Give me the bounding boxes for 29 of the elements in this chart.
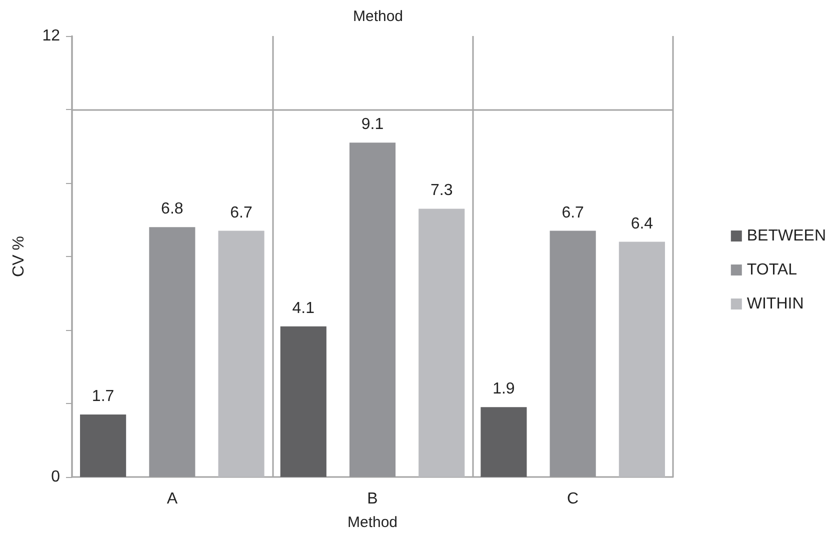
- legend-label: TOTAL: [746, 262, 798, 278]
- bar: [618, 242, 665, 477]
- bar: [349, 142, 396, 477]
- y-axis-title: CV %: [10, 236, 28, 277]
- legend-label: WITHIN: [746, 296, 804, 312]
- x-tick-label: C: [567, 490, 579, 508]
- bar: [418, 208, 465, 477]
- chart-title: Method: [352, 8, 404, 25]
- x-tick-label: A: [166, 490, 178, 508]
- y-tick-label: 0: [51, 468, 60, 486]
- bar: [149, 227, 196, 477]
- x-tick-label: B: [367, 490, 378, 508]
- bar: [218, 230, 264, 477]
- data-label: 7.3: [430, 182, 453, 200]
- data-label: 1.9: [492, 380, 515, 398]
- data-label: 6.7: [230, 204, 252, 222]
- bar: [280, 326, 326, 477]
- data-label: 6.7: [562, 204, 584, 222]
- bar: [550, 230, 596, 477]
- y-tick-label: 12: [42, 28, 60, 44]
- data-label: 6.4: [630, 215, 654, 232]
- legend-label: BETWEEN: [746, 228, 826, 244]
- data-label: 6.8: [161, 200, 184, 218]
- data-label: 9.1: [361, 116, 384, 134]
- data-label: 1.7: [92, 388, 114, 406]
- x-axis-title: Method: [347, 514, 398, 531]
- bar: [480, 407, 527, 477]
- data-label: 4.1: [292, 300, 315, 317]
- bar: [80, 414, 126, 477]
